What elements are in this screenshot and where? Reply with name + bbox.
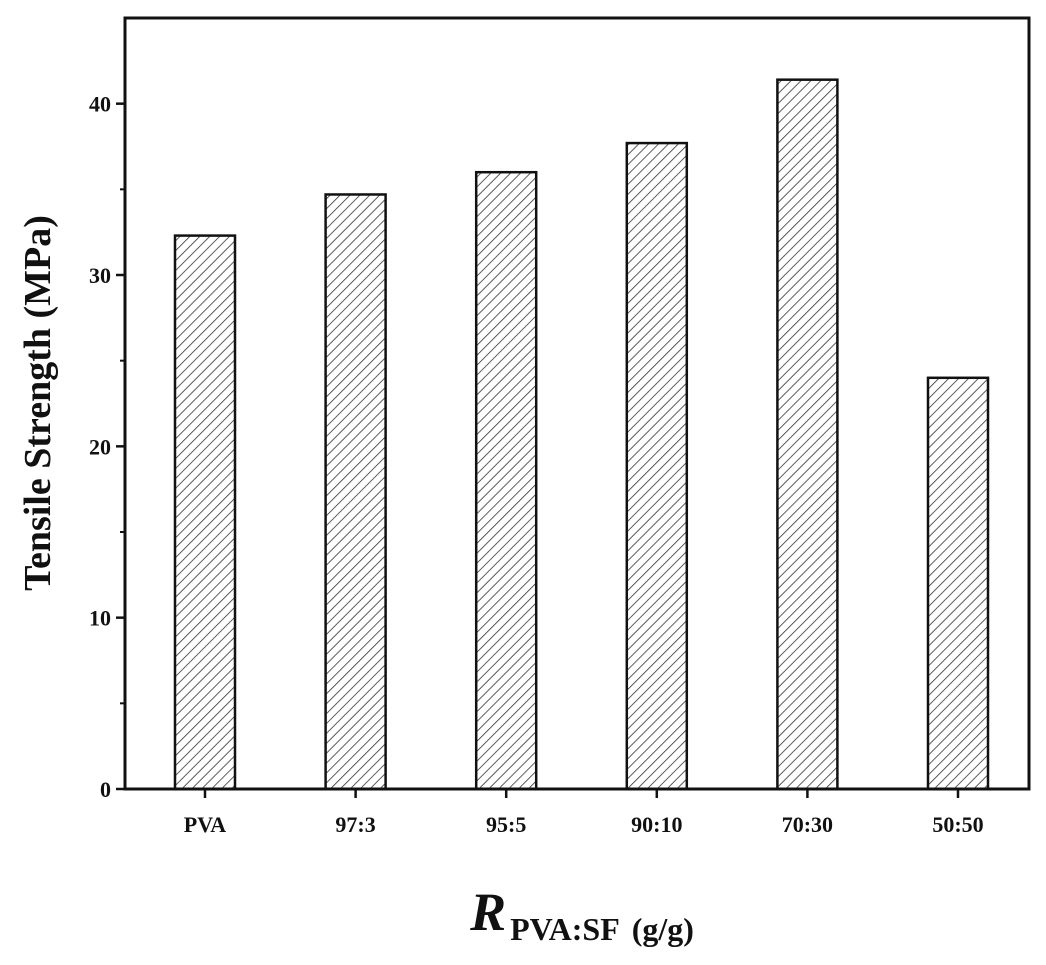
x-axis-title-subscript: PVA:SF xyxy=(510,911,620,947)
y-tick-label: 10 xyxy=(89,606,111,631)
x-tick-label: 70:30 xyxy=(782,812,833,837)
x-axis-title: R PVA:SF (g/g) xyxy=(469,882,694,947)
y-axis-title: Tensile Strength (MPa) xyxy=(17,215,59,591)
x-tick-label: 90:10 xyxy=(631,812,682,837)
bar-70-30 xyxy=(776,78,839,791)
x-axis-title-unit: (g/g) xyxy=(632,911,694,947)
bar-95-5 xyxy=(474,170,538,791)
x-tick-label: 50:50 xyxy=(932,812,983,837)
x-axis: PVA 97:3 95:5 90:10 70:30 50:50 xyxy=(184,789,984,837)
y-tick-label: 20 xyxy=(89,434,111,459)
y-tick-label: 0 xyxy=(100,777,111,802)
y-tick-label: 30 xyxy=(89,263,111,288)
x-tick-label: PVA xyxy=(184,812,226,837)
bar-90-10 xyxy=(625,141,689,791)
bar-group xyxy=(173,78,990,791)
y-axis: 0 10 20 30 40 xyxy=(89,92,125,802)
x-tick-label: 97:3 xyxy=(335,812,375,837)
bar-97-3 xyxy=(324,193,387,791)
y-tick-label: 40 xyxy=(89,92,111,117)
x-axis-title-symbol: R xyxy=(469,882,506,942)
plot-frame xyxy=(123,16,1031,791)
bar-50-50 xyxy=(926,376,990,791)
bar-pva xyxy=(173,234,237,791)
x-tick-label: 95:5 xyxy=(486,812,526,837)
